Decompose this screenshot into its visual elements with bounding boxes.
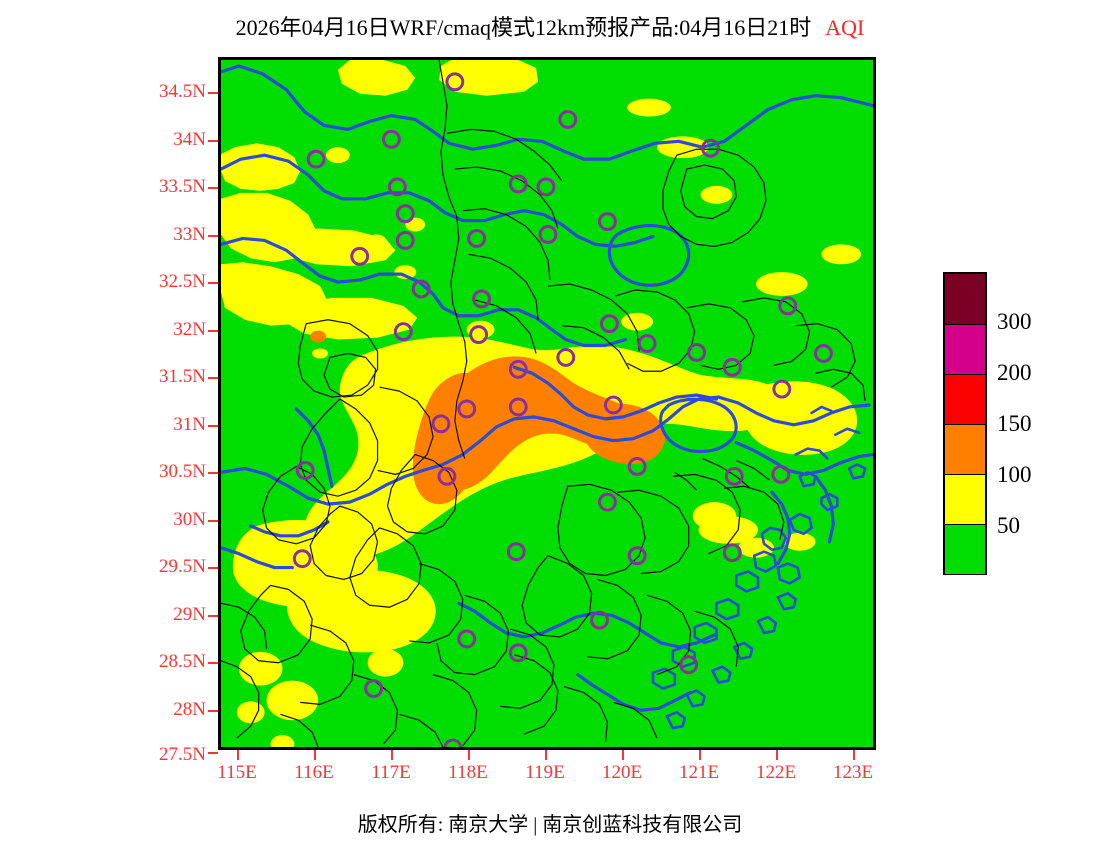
lon-label-115: 115E bbox=[217, 762, 257, 783]
aqi-band-orange bbox=[310, 330, 665, 505]
lat-label-32: 32N bbox=[173, 319, 206, 340]
tick-lat-14 bbox=[208, 752, 218, 754]
tick-lon-0 bbox=[237, 750, 239, 760]
colorbar-label-50: 50 bbox=[997, 513, 1020, 538]
map-plot-area[interactable] bbox=[218, 57, 876, 750]
colorbar-band-50-100 bbox=[945, 474, 985, 524]
colorbar-label-200: 200 bbox=[997, 360, 1032, 385]
tick-lat-9 bbox=[208, 520, 218, 522]
colorbar-label-300: 300 bbox=[997, 309, 1032, 334]
tick-lon-1 bbox=[314, 750, 316, 760]
tick-lat-11 bbox=[208, 615, 218, 617]
tick-lon-2 bbox=[391, 750, 393, 760]
lat-label-34: 34N bbox=[173, 129, 206, 150]
colorbar-band-300plus bbox=[945, 274, 985, 324]
tick-lat-1 bbox=[208, 140, 218, 142]
colorbar-band-150-200 bbox=[945, 374, 985, 424]
tick-lat-7 bbox=[208, 425, 218, 427]
tick-lat-4 bbox=[208, 282, 218, 284]
lon-label-123: 123E bbox=[832, 762, 874, 783]
tick-lon-8 bbox=[853, 750, 855, 760]
page-title: 2026年04月16日WRF/cmaq模式12km预报产品:04月16日21时 A… bbox=[0, 10, 1100, 42]
lat-label-33-5: 33.5N bbox=[159, 176, 206, 197]
aqi-band-yellow bbox=[221, 60, 862, 747]
lon-label-121: 121E bbox=[678, 762, 720, 783]
tick-lat-6 bbox=[208, 377, 218, 379]
lat-label-29: 29N bbox=[173, 604, 206, 625]
tick-lon-4 bbox=[545, 750, 547, 760]
lat-label-27-5: 27.5N bbox=[159, 744, 206, 765]
colorbar-band-100-150 bbox=[945, 424, 985, 474]
lon-label-122: 122E bbox=[755, 762, 797, 783]
tick-lon-6 bbox=[699, 750, 701, 760]
tick-lat-5 bbox=[208, 330, 218, 332]
tick-lon-7 bbox=[776, 750, 778, 760]
lon-label-118: 118E bbox=[448, 762, 488, 783]
aqi-colorbar bbox=[943, 272, 987, 575]
colorbar-label-150: 150 bbox=[997, 411, 1032, 436]
colorbar-band-0-50 bbox=[945, 524, 985, 574]
tick-lat-2 bbox=[208, 187, 218, 189]
tick-lat-10 bbox=[208, 567, 218, 569]
title-text: 2026年04月16日WRF/cmaq模式12km预报产品:04月16日21时 bbox=[235, 15, 812, 40]
lon-label-120: 120E bbox=[601, 762, 643, 783]
city-markers bbox=[292, 72, 833, 747]
lon-label-116: 116E bbox=[294, 762, 334, 783]
lat-label-33: 33N bbox=[173, 224, 206, 245]
tick-lat-8 bbox=[208, 472, 218, 474]
tick-lat-3 bbox=[208, 235, 218, 237]
copyright-footer: 版权所有: 南京大学 | 南京创蓝科技有限公司 bbox=[357, 814, 743, 836]
lat-label-28: 28N bbox=[173, 699, 206, 720]
administrative-borders bbox=[221, 60, 866, 747]
lat-label-34-5: 34.5N bbox=[159, 81, 206, 102]
tick-lat-13 bbox=[208, 710, 218, 712]
lat-label-30-5: 30.5N bbox=[159, 461, 206, 482]
tick-lat-0 bbox=[208, 92, 218, 94]
lon-label-117: 117E bbox=[371, 762, 411, 783]
title-variable: AQI bbox=[825, 15, 865, 40]
lat-label-31-5: 31.5N bbox=[159, 366, 206, 387]
lat-label-30: 30N bbox=[173, 509, 206, 530]
rivers-and-coastline bbox=[221, 64, 873, 730]
tick-lon-3 bbox=[468, 750, 470, 760]
lat-label-29-5: 29.5N bbox=[159, 556, 206, 577]
colorbar-label-100: 100 bbox=[997, 462, 1032, 487]
tick-lon-5 bbox=[622, 750, 624, 760]
aqi-heatmap-canvas bbox=[221, 60, 873, 747]
tick-lat-12 bbox=[208, 662, 218, 664]
lat-label-32-5: 32.5N bbox=[159, 271, 206, 292]
lat-label-31: 31N bbox=[173, 414, 206, 435]
lat-label-28-5: 28.5N bbox=[159, 651, 206, 672]
colorbar-band-200-300 bbox=[945, 324, 985, 374]
lon-label-119: 119E bbox=[525, 762, 565, 783]
